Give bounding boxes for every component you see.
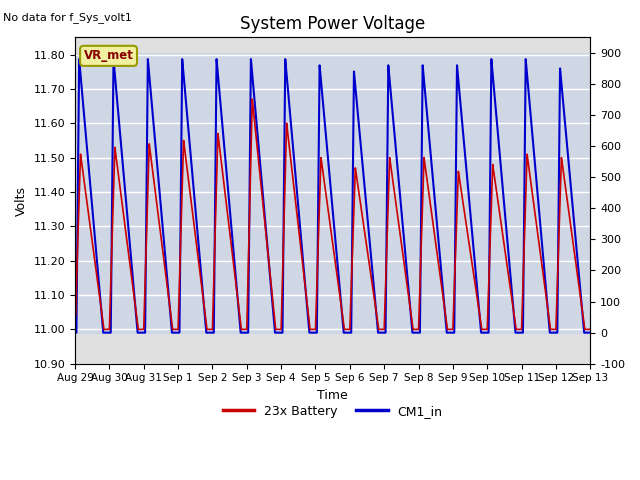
Bar [75, 53, 590, 333]
Text: No data for f_Sys_volt1: No data for f_Sys_volt1 [3, 12, 132, 23]
Title: System Power Voltage: System Power Voltage [240, 15, 425, 33]
X-axis label: Time: Time [317, 389, 348, 402]
Text: VR_met: VR_met [84, 49, 134, 62]
Legend: 23x Battery, CM1_in: 23x Battery, CM1_in [218, 400, 447, 423]
Y-axis label: Volts: Volts [15, 186, 28, 216]
